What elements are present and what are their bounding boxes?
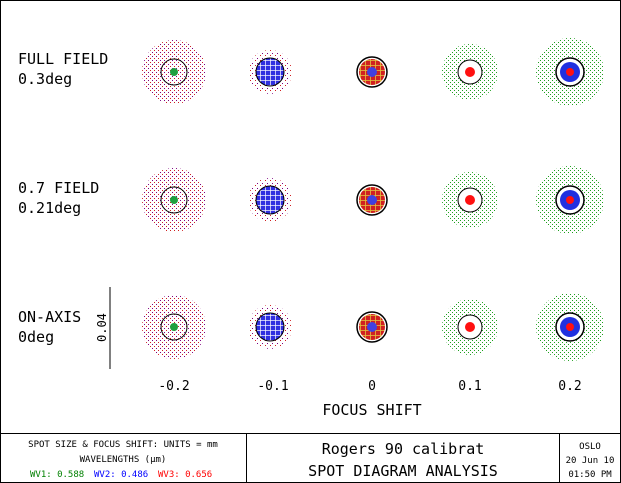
row-label-full-field-angle: 0.3deg [18,70,72,88]
spot-r0-c3 [442,44,498,100]
analysis-title: SPOT DIAGRAM ANALYSIS [308,462,498,480]
spot-r2-c0 [142,295,206,359]
wavelength-1: WV1: 0.588 [30,470,84,480]
focus-shift-labels: -0.2 -0.1 0 0.1 0.2 [158,379,581,394]
row-label-on-axis-angle: 0deg [18,328,54,346]
wavelength-3: WV3: 0.656 [158,470,212,480]
wavelength-2: WV2: 0.486 [94,470,148,480]
lens-name: Rogers 90 calibrat [322,440,485,458]
spot-r2-c3 [442,299,498,355]
spot-r0-c2 [356,56,388,88]
spot-r1-c4 [536,166,604,234]
x-axis-title: FOCUS SHIFT [322,401,421,419]
row-label-full-field: FULL FIELD [18,50,108,68]
spot-r0-c0 [142,40,206,104]
program-name: OSLO [579,442,601,452]
focus-shift-label: 0.1 [458,379,481,394]
spot-r2-c2 [356,311,388,343]
spot-r1-c3 [442,172,498,228]
scale-bar-label: 0.04 [95,313,109,342]
spot-r2-c1 [248,305,292,349]
focus-shift-label: -0.2 [158,379,189,394]
date: 20 Jun 10 [566,456,615,466]
spot-r0-c4 [536,38,604,106]
wavelengths-line: WAVELENGTHS (µm) [80,455,167,465]
spot-grid [142,38,604,361]
spot-r1-c0 [142,168,206,232]
row-label-07-field: 0.7 FIELD [18,179,99,197]
time: 01:50 PM [568,470,612,480]
focus-shift-label: 0 [368,379,376,394]
title-block: SPOT SIZE & FOCUS SHIFT: UNITS = mm WAVE… [0,433,621,483]
spot-r2-c4 [536,293,604,361]
row-label-on-axis: ON-AXIS [18,308,81,326]
spot-r0-c1 [248,50,292,94]
spot-r1-c2 [356,184,388,216]
focus-shift-label: 0.2 [558,379,581,394]
row-label-07-field-angle: 0.21deg [18,199,81,217]
units-line: SPOT SIZE & FOCUS SHIFT: UNITS = mm [28,440,218,450]
row-labels: FULL FIELD 0.3deg 0.7 FIELD 0.21deg ON-A… [18,50,108,346]
focus-shift-label: -0.1 [257,379,288,394]
spot-r1-c1 [248,178,292,222]
